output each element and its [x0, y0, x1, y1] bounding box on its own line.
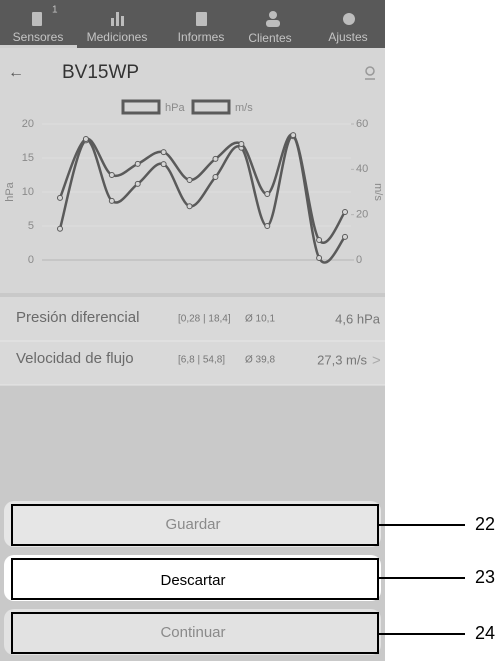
- data-point: [212, 155, 219, 162]
- y-tick-label: 5: [28, 220, 34, 232]
- callout-number: 22: [475, 514, 495, 534]
- sensor-icon: [32, 12, 42, 26]
- y-tick-label: 15: [22, 152, 34, 164]
- y-tick-label: 0: [28, 254, 34, 266]
- data-point: [264, 191, 271, 198]
- client-icon: [266, 20, 280, 27]
- data-point: [342, 233, 348, 240]
- discard-button[interactable]: Descartar: [160, 572, 225, 589]
- data-point: [108, 197, 115, 204]
- legend-swatch: [191, 99, 231, 115]
- data-point: [316, 254, 323, 261]
- legend-swatch: [121, 99, 161, 115]
- data-point: [238, 140, 245, 147]
- data-point: [160, 149, 167, 156]
- data-point: [264, 223, 271, 229]
- button-bg: [4, 555, 381, 601]
- y2-tick-label: 40: [356, 163, 368, 175]
- nav-bar: [0, 0, 385, 48]
- data-point: [57, 194, 63, 201]
- content-bg: [0, 48, 385, 293]
- y2-tick-label: 60: [356, 118, 368, 130]
- row-avg: Ø 10,1: [245, 314, 275, 325]
- y2-tick-label: 20: [356, 209, 368, 221]
- data-point: [108, 172, 115, 178]
- chart-icon: [121, 16, 124, 26]
- row-range: [6,8 | 54,8]: [178, 355, 225, 366]
- data-point: [82, 135, 89, 142]
- legend-label: hPa: [165, 102, 185, 114]
- data-point: [160, 161, 167, 168]
- callout-number: 24: [475, 623, 495, 643]
- data-point: [134, 180, 141, 187]
- report-icon: [196, 12, 207, 26]
- y2-axis-label: m/s: [372, 183, 384, 201]
- nav-icons: [32, 11, 355, 27]
- row-value: 4,6 hPa: [335, 311, 381, 326]
- data-point: [186, 176, 193, 183]
- save-button[interactable]: Guardar: [165, 516, 220, 533]
- chart-icon: [116, 12, 119, 26]
- nav-tab[interactable]: Sensores: [13, 30, 64, 44]
- annotation-boxes: [11, 504, 465, 654]
- nav-tab[interactable]: Informes: [178, 30, 225, 44]
- active-tab-indicator: [0, 45, 77, 48]
- settings-icon: [343, 13, 355, 25]
- data-point: [186, 203, 193, 210]
- continue-button[interactable]: Continuar: [160, 624, 225, 641]
- callout-number: 23: [475, 567, 495, 587]
- nav-tab[interactable]: Ajustes: [328, 30, 367, 44]
- row-value: 27,3 m/s: [317, 352, 367, 367]
- chart: 0 5 10 15 20 0 20 40 60 hPa m/s hPa m/s: [4, 99, 384, 266]
- data-point: [57, 225, 63, 232]
- y2-tick-label: 0: [356, 254, 362, 266]
- back-button[interactable]: ←: [8, 64, 24, 81]
- nav-tab[interactable]: Clientes: [248, 31, 291, 45]
- data-point: [290, 132, 297, 139]
- data-point: [342, 208, 348, 215]
- chart-icon: [111, 18, 114, 26]
- map-icon[interactable]: [365, 66, 375, 76]
- nav-tab[interactable]: Mediciones: [87, 30, 148, 44]
- row-avg: Ø 39,8: [245, 355, 275, 366]
- nav-badge: 1: [52, 5, 58, 16]
- client-icon: [269, 11, 277, 19]
- row-name[interactable]: Velocidad de flujo: [16, 350, 134, 367]
- data-point: [134, 160, 141, 167]
- row-range: [0,28 | 18,4]: [178, 314, 231, 325]
- y-tick-label: 10: [22, 186, 34, 198]
- y-axis-label: hPa: [4, 181, 16, 201]
- data-point: [316, 237, 323, 244]
- y-tick-label: 20: [22, 118, 34, 130]
- button-bg: [4, 609, 381, 655]
- row-arrow[interactable]: >: [372, 352, 381, 369]
- row-name: Presión diferencial: [16, 309, 139, 326]
- legend-label: m/s: [235, 102, 253, 114]
- device-title: BV15WP: [62, 62, 139, 83]
- data-point: [212, 174, 219, 181]
- button-bg: [4, 501, 381, 547]
